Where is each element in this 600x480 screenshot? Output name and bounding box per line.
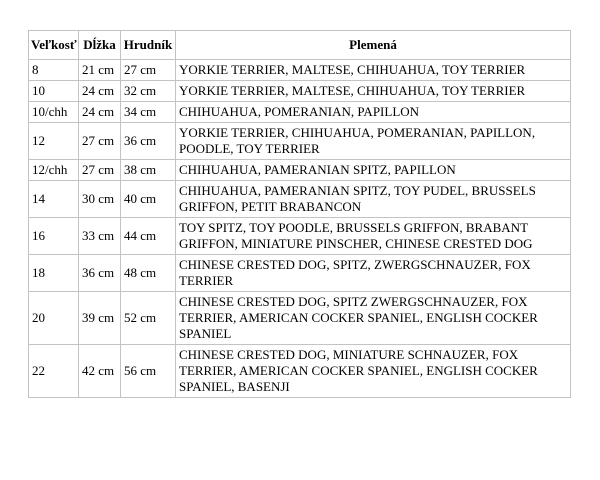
cell-chest: 32 cm: [120, 80, 176, 102]
cell-chest: 52 cm: [120, 291, 176, 345]
table-row: 22 42 cm 56 cm CHINESE CRESTED DOG, MINI…: [28, 344, 571, 398]
header-size: Veľkosť: [28, 30, 79, 60]
cell-length: 42 cm: [78, 344, 121, 398]
cell-chest: 40 cm: [120, 180, 176, 218]
cell-size: 16: [28, 217, 79, 255]
cell-chest: 48 cm: [120, 254, 176, 292]
table-row: 14 30 cm 40 cm CHIHUAHUA, PAMERANIAN SPI…: [28, 180, 571, 218]
cell-breeds: CHIHUAHUA, PAMERANIAN SPITZ, PAPILLON: [175, 159, 571, 181]
cell-breeds: CHIHUAHUA, POMERANIAN, PAPILLON: [175, 101, 571, 123]
table-row: 10 24 cm 32 cm YORKIE TERRIER, MALTESE, …: [28, 80, 571, 102]
cell-length: 24 cm: [78, 101, 121, 123]
cell-size: 12/chh: [28, 159, 79, 181]
cell-breeds: CHINESE CRESTED DOG, SPITZ, ZWERGSCHNAUZ…: [175, 254, 571, 292]
cell-chest: 27 cm: [120, 59, 176, 81]
cell-size: 22: [28, 344, 79, 398]
table-row: 20 39 cm 52 cm CHINESE CRESTED DOG, SPIT…: [28, 291, 571, 345]
cell-length: 21 cm: [78, 59, 121, 81]
cell-size: 10: [28, 80, 79, 102]
cell-chest: 44 cm: [120, 217, 176, 255]
cell-length: 39 cm: [78, 291, 121, 345]
cell-breeds: CHIHUAHUA, PAMERANIAN SPITZ, TOY PUDEL, …: [175, 180, 571, 218]
cell-size: 14: [28, 180, 79, 218]
cell-chest: 34 cm: [120, 101, 176, 123]
cell-size: 18: [28, 254, 79, 292]
cell-length: 24 cm: [78, 80, 121, 102]
cell-length: 33 cm: [78, 217, 121, 255]
cell-length: 30 cm: [78, 180, 121, 218]
cell-length: 27 cm: [78, 122, 121, 160]
cell-size: 10/chh: [28, 101, 79, 123]
cell-length: 36 cm: [78, 254, 121, 292]
cell-breeds: TOY SPITZ, TOY POODLE, BRUSSELS GRIFFON,…: [175, 217, 571, 255]
cell-chest: 38 cm: [120, 159, 176, 181]
cell-chest: 56 cm: [120, 344, 176, 398]
table-row: 12/chh 27 cm 38 cm CHIHUAHUA, PAMERANIAN…: [28, 159, 571, 181]
table-row: 8 21 cm 27 cm YORKIE TERRIER, MALTESE, C…: [28, 59, 571, 81]
cell-size: 20: [28, 291, 79, 345]
dog-size-chart-table: Veľkosť Dĺžka Hrudník Plemená 8 21 cm 27…: [28, 30, 571, 398]
cell-size: 12: [28, 122, 79, 160]
cell-breeds: CHINESE CRESTED DOG, MINIATURE SCHNAUZER…: [175, 344, 571, 398]
cell-size: 8: [28, 59, 79, 81]
cell-breeds: YORKIE TERRIER, MALTESE, CHIHUAHUA, TOY …: [175, 80, 571, 102]
cell-breeds: YORKIE TERRIER, MALTESE, CHIHUAHUA, TOY …: [175, 59, 571, 81]
cell-breeds: CHINESE CRESTED DOG, SPITZ ZWERGSCHNAUZE…: [175, 291, 571, 345]
cell-chest: 36 cm: [120, 122, 176, 160]
cell-breeds: YORKIE TERRIER, CHIHUAHUA, POMERANIAN, P…: [175, 122, 571, 160]
table-header-row: Veľkosť Dĺžka Hrudník Plemená: [28, 30, 571, 60]
header-breeds: Plemená: [175, 30, 571, 60]
table-row: 12 27 cm 36 cm YORKIE TERRIER, CHIHUAHUA…: [28, 122, 571, 160]
table-row: 16 33 cm 44 cm TOY SPITZ, TOY POODLE, BR…: [28, 217, 571, 255]
cell-length: 27 cm: [78, 159, 121, 181]
header-length: Dĺžka: [78, 30, 121, 60]
table-row: 18 36 cm 48 cm CHINESE CRESTED DOG, SPIT…: [28, 254, 571, 292]
table-row: 10/chh 24 cm 34 cm CHIHUAHUA, POMERANIAN…: [28, 101, 571, 123]
header-chest: Hrudník: [120, 30, 176, 60]
